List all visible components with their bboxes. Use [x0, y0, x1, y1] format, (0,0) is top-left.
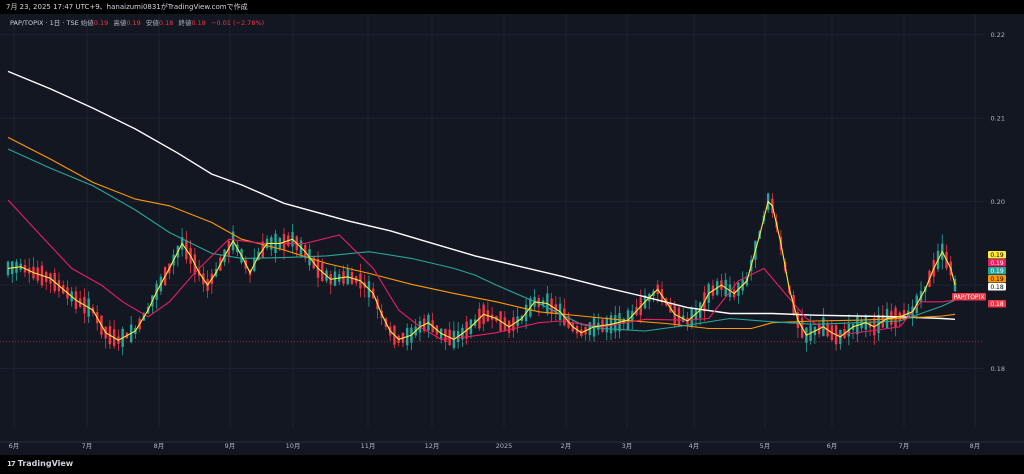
open-value: 0.19 — [93, 19, 109, 27]
moving-average-line — [7, 70, 956, 320]
y-tick-label: 0.21 — [991, 115, 1005, 123]
moving-average-line — [7, 200, 956, 341]
price-tag-label: 0.18 — [990, 301, 1004, 308]
high-label: 高値 — [113, 19, 127, 27]
symbol-label[interactable]: PAP/TOPIX · 1日 · TSE — [10, 19, 79, 27]
chart-legend: PAP/TOPIX · 1日 · TSE 始値0.19 高値0.19 安値0.1… — [10, 17, 267, 27]
price-tag-bg — [988, 283, 1006, 291]
price-tag-label: 0.19 — [990, 260, 1004, 267]
price-tag-bg — [988, 300, 1006, 308]
y-tick-label: 0.22 — [991, 31, 1005, 39]
candlestick-chart[interactable]: 0.220.210.200.180.190.190.190.190.18PAP/… — [0, 14, 1024, 455]
price-tag-label: 0.18 — [990, 284, 1004, 291]
header-caption: 7月 23, 2025 17:47 UTC+9、hanaizumi0831がTr… — [0, 0, 1024, 14]
x-tick-label: 10月 — [286, 442, 301, 450]
candle-body — [953, 279, 957, 292]
change-value: −0.01 (−2.78%) — [211, 19, 265, 27]
price-tag-label: 0.19 — [990, 252, 1004, 259]
y-tick-label: 0.18 — [991, 365, 1005, 373]
close-value: 0.18 — [191, 19, 206, 27]
price-tag-label: PAP/TOPIX — [954, 294, 985, 301]
price-tag-bg — [988, 259, 1006, 267]
x-tick-label: 9月 — [225, 442, 236, 450]
x-tick-label: 8月 — [154, 442, 165, 450]
tradingview-brand: TradingView — [17, 459, 74, 468]
x-tick-label: 2025 — [496, 442, 513, 450]
price-tag-bg — [988, 275, 1006, 283]
x-tick-label: 7月 — [82, 442, 93, 450]
x-tick-label: 3月 — [622, 442, 633, 450]
x-tick-label: 4月 — [689, 442, 700, 450]
footer: 17 TradingView — [0, 455, 1024, 474]
tradingview-logo-icon: 17 — [7, 460, 16, 468]
x-tick-label: 6月 — [9, 442, 20, 450]
price-tag-bg — [952, 293, 986, 301]
moving-average-line — [7, 148, 956, 332]
x-tick-label: 7月 — [899, 442, 910, 450]
price-tag-bg — [988, 251, 1006, 259]
x-tick-label: 8月 — [970, 442, 981, 450]
moving-average-line — [7, 136, 956, 330]
moving-average-line — [7, 199, 956, 340]
candle-body — [6, 261, 10, 276]
high-value: 0.19 — [126, 19, 141, 27]
x-tick-label: 2月 — [561, 442, 572, 450]
price-tag-bg — [988, 267, 1006, 275]
low-value: 0.18 — [158, 19, 174, 27]
x-tick-label: 6月 — [827, 442, 838, 450]
low-label: 安値 — [145, 19, 159, 27]
tradingview-logo[interactable]: 17 TradingView — [7, 459, 73, 468]
y-tick-label: 0.20 — [991, 198, 1005, 206]
x-tick-label: 5月 — [760, 442, 771, 450]
open-label: 始値 — [80, 19, 94, 27]
x-tick-label: 11月 — [361, 442, 376, 450]
close-label: 終値 — [178, 19, 192, 27]
x-tick-label: 12月 — [425, 442, 440, 450]
price-tag-label: 0.19 — [990, 268, 1004, 275]
price-tag-label: 0.19 — [990, 276, 1004, 283]
